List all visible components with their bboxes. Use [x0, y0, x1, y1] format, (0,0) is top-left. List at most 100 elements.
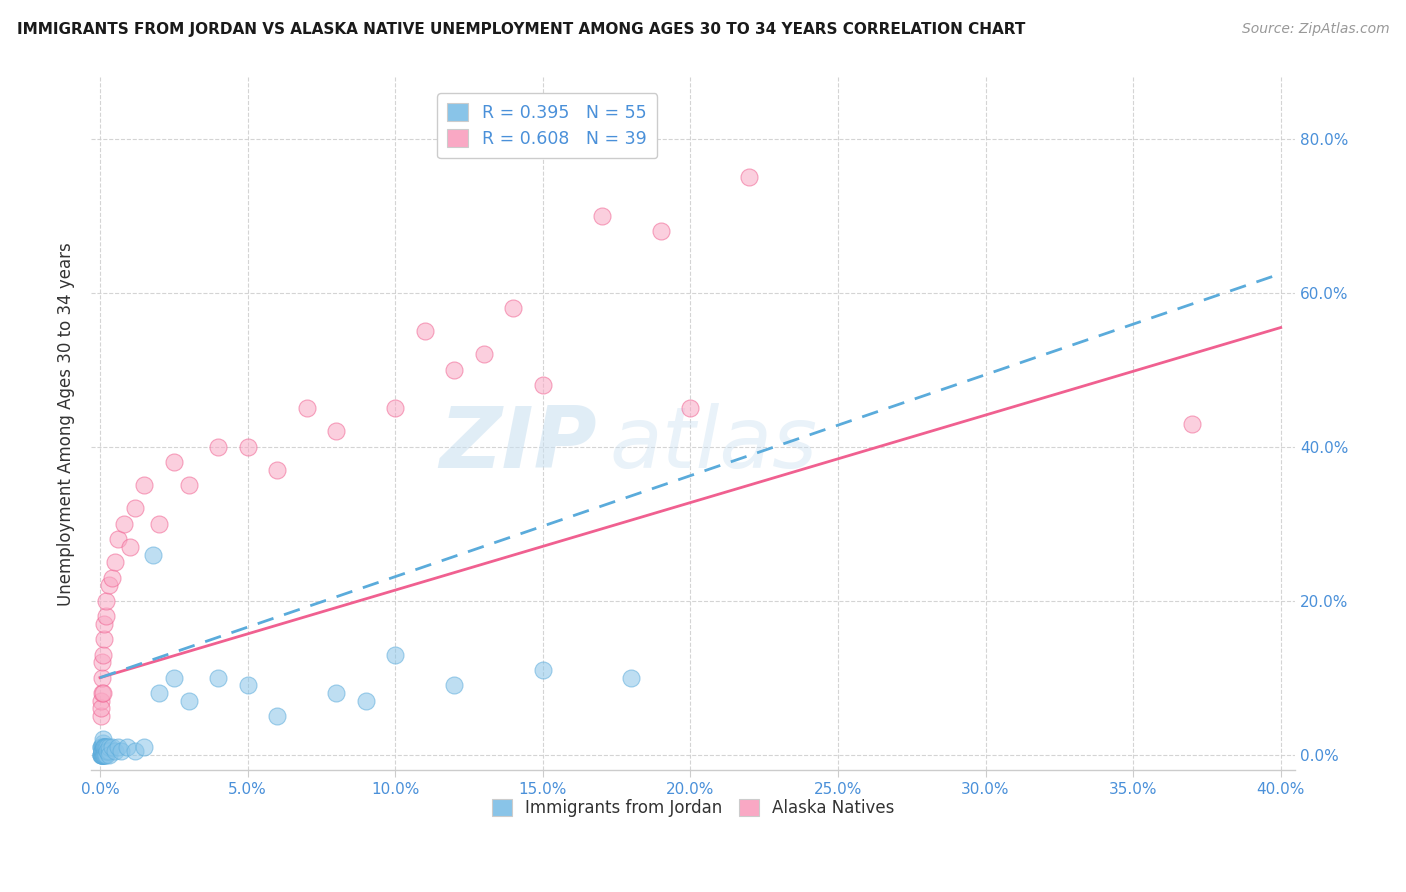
Point: [101, 571, 124, 585]
Point: [207, 440, 229, 454]
Point: [177, 694, 200, 708]
Point: [104, 555, 127, 569]
Point: [104, 744, 127, 758]
Point: [90, 747, 112, 762]
Point: [110, 744, 132, 758]
Point: [266, 463, 288, 477]
Point: [124, 744, 146, 758]
Point: [266, 709, 288, 723]
Point: [295, 401, 318, 416]
Point: [148, 516, 170, 531]
Point: [90, 739, 112, 754]
Point: [354, 694, 377, 708]
Point: [443, 363, 465, 377]
Point: [93, 744, 115, 758]
Point: [163, 671, 186, 685]
Point: [443, 678, 465, 692]
Point: [93, 739, 115, 754]
Point: [502, 301, 524, 316]
Point: [94, 747, 117, 762]
Point: [91, 744, 114, 758]
Point: [91, 671, 114, 685]
Point: [93, 616, 115, 631]
Point: [90, 686, 112, 700]
Point: [90, 747, 112, 762]
Point: [97, 744, 120, 758]
Point: [90, 739, 112, 754]
Point: [94, 609, 117, 624]
Point: [94, 739, 117, 754]
Point: [90, 739, 112, 754]
Point: [107, 532, 129, 546]
Point: [384, 648, 406, 662]
Point: [91, 747, 114, 762]
Legend: Immigrants from Jordan, Alaska Natives: Immigrants from Jordan, Alaska Natives: [485, 792, 901, 824]
Point: [91, 744, 114, 758]
Point: [96, 744, 118, 758]
Point: [90, 747, 112, 762]
Point: [91, 655, 114, 669]
Point: [142, 548, 165, 562]
Text: IMMIGRANTS FROM JORDAN VS ALASKA NATIVE UNEMPLOYMENT AMONG AGES 30 TO 34 YEARS C: IMMIGRANTS FROM JORDAN VS ALASKA NATIVE …: [17, 22, 1025, 37]
Point: [325, 686, 347, 700]
Point: [91, 739, 114, 754]
Point: [90, 747, 112, 762]
Point: [112, 516, 135, 531]
Point: [738, 170, 761, 185]
Point: [384, 401, 406, 416]
Point: [93, 744, 115, 758]
Point: [91, 736, 114, 750]
Point: [115, 739, 138, 754]
Point: [163, 455, 186, 469]
Point: [124, 501, 146, 516]
Point: [148, 686, 170, 700]
Point: [413, 324, 436, 338]
Point: [97, 739, 120, 754]
Point: [134, 478, 156, 492]
Point: [94, 593, 117, 607]
Point: [650, 224, 672, 238]
Point: [93, 632, 115, 647]
Point: [236, 678, 259, 692]
Point: [591, 209, 613, 223]
Text: Source: ZipAtlas.com: Source: ZipAtlas.com: [1241, 22, 1389, 37]
Point: [1181, 417, 1204, 431]
Point: [91, 747, 114, 762]
Point: [679, 401, 702, 416]
Point: [91, 686, 114, 700]
Point: [91, 739, 114, 754]
Point: [93, 739, 115, 754]
Point: [96, 744, 118, 758]
Point: [97, 578, 120, 592]
Point: [531, 378, 554, 392]
Point: [207, 671, 229, 685]
Point: [620, 671, 643, 685]
Point: [91, 747, 114, 762]
Point: [91, 747, 114, 762]
Text: ZIP: ZIP: [439, 403, 598, 486]
Point: [91, 732, 114, 747]
Point: [98, 747, 121, 762]
Point: [93, 739, 115, 754]
Point: [177, 478, 200, 492]
Text: atlas: atlas: [609, 403, 817, 486]
Point: [96, 739, 118, 754]
Point: [472, 347, 495, 361]
Point: [91, 744, 114, 758]
Point: [91, 648, 114, 662]
Point: [93, 747, 115, 762]
Point: [107, 739, 129, 754]
Point: [101, 739, 124, 754]
Y-axis label: Unemployment Among Ages 30 to 34 years: Unemployment Among Ages 30 to 34 years: [58, 242, 75, 606]
Point: [94, 747, 117, 762]
Point: [118, 540, 141, 554]
Point: [134, 739, 156, 754]
Point: [236, 440, 259, 454]
Point: [90, 694, 112, 708]
Point: [94, 739, 117, 754]
Point: [90, 709, 112, 723]
Point: [93, 747, 115, 762]
Point: [90, 701, 112, 715]
Point: [531, 663, 554, 677]
Point: [325, 425, 347, 439]
